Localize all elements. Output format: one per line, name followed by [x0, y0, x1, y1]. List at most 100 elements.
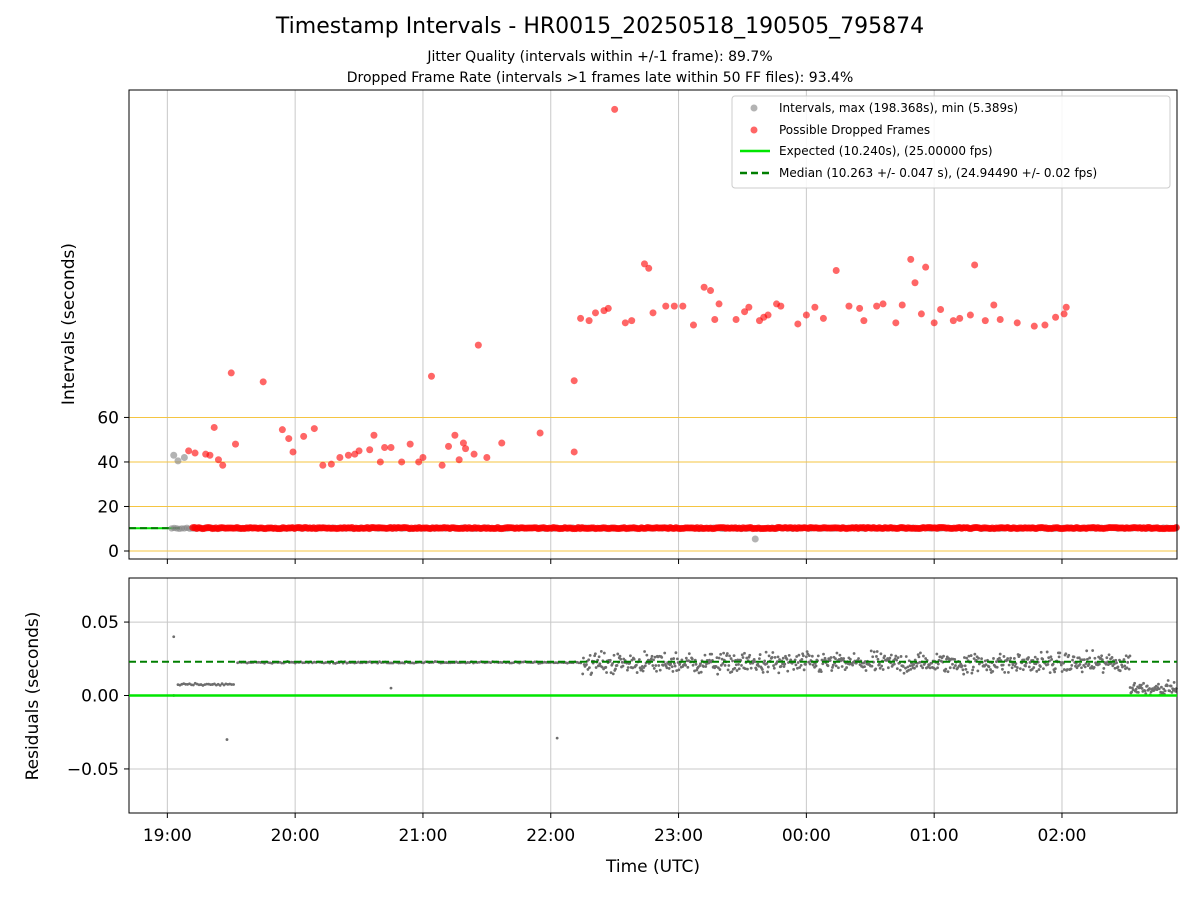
interval-point [751, 535, 759, 543]
dropped-frame-point [689, 321, 697, 329]
residual-point [1018, 653, 1021, 657]
residual-point [936, 666, 939, 670]
residual-point [907, 668, 910, 672]
dropped-frame-point [907, 255, 915, 263]
residual-point [786, 669, 790, 673]
residual-point [598, 662, 602, 666]
residual-point [1034, 662, 1038, 666]
residual-point [989, 668, 992, 671]
residual-point [1060, 670, 1064, 673]
residual-point [649, 657, 653, 661]
residual-point [699, 670, 703, 674]
residual-point [604, 665, 608, 669]
residual-point [1039, 665, 1042, 668]
residual-point [1121, 665, 1124, 669]
residual-point [954, 664, 957, 667]
residual-point [1079, 658, 1083, 662]
residual-point [1065, 668, 1069, 671]
residual-point [767, 654, 771, 658]
dropped-frame-point [741, 308, 749, 316]
dropped-frame-point [470, 450, 478, 458]
residual-point [1090, 665, 1094, 668]
dropped-frame-point [873, 302, 881, 310]
residual-point [654, 664, 658, 667]
residual-point [611, 672, 615, 676]
residual-point [1085, 649, 1089, 653]
residual-point [674, 651, 678, 655]
residual-point [834, 664, 838, 668]
residual-point [1122, 658, 1126, 661]
dropped-frame-point [536, 429, 544, 437]
residual-point [722, 651, 726, 655]
dropped-frame-point [591, 309, 599, 317]
residual-point [1012, 657, 1016, 660]
residual-point [1028, 661, 1032, 664]
residual-point [735, 669, 739, 672]
dropped-frame-point [462, 445, 470, 453]
dropped-frame-point [227, 369, 235, 377]
residual-point [619, 657, 623, 661]
chart-title: Timestamp Intervals - HR0015_20250518_19… [275, 14, 925, 39]
residual-point [707, 661, 711, 665]
dropped-frame-point [259, 378, 267, 386]
residual-point [1107, 653, 1111, 657]
residual-point [1157, 687, 1161, 691]
dropped-frame-point [459, 439, 467, 447]
residual-point [829, 656, 833, 659]
residual-point [895, 667, 899, 671]
residual-point [637, 658, 641, 661]
residual-point [808, 662, 812, 666]
residual-point [1009, 656, 1013, 660]
residual-point [684, 663, 687, 667]
x-tick-label: 02:00 [1037, 826, 1086, 846]
residual-point [962, 672, 966, 676]
residual-point [1039, 650, 1043, 654]
residual-point [794, 663, 798, 667]
residual-point [1002, 655, 1006, 658]
dropped-frame-point [232, 440, 240, 448]
residual-point [904, 655, 908, 658]
residual-point [778, 658, 781, 661]
x-tick-label: 00:00 [782, 826, 831, 846]
residual-point [1045, 650, 1049, 654]
residual-point [991, 669, 995, 673]
residual-point [703, 653, 707, 657]
residual-point [734, 663, 738, 667]
residual-point [225, 738, 229, 741]
residual-point [669, 662, 673, 666]
residual-point [814, 664, 818, 668]
dropped-frame-point [570, 448, 578, 456]
residual-point [1128, 686, 1132, 689]
residual-point [959, 662, 963, 666]
residual-point [821, 662, 825, 666]
residual-point [673, 662, 676, 665]
dropped-frame-point [455, 456, 463, 464]
residual-point [775, 660, 779, 664]
residual-point [967, 654, 971, 658]
residual-point [640, 667, 644, 671]
dropped-frame-point [1172, 524, 1180, 532]
residual-point [652, 658, 655, 662]
dropped-frame-point [451, 431, 459, 439]
residual-point [960, 664, 964, 668]
dropped-frame-point [956, 314, 964, 322]
residual-point [587, 658, 591, 662]
residual-point [1170, 691, 1174, 694]
residual-point [621, 664, 625, 668]
residual-point [731, 659, 734, 663]
dropped-frame-point [415, 458, 423, 466]
residual-point [585, 663, 588, 666]
legend-label-intervals: Intervals, max (198.368s), min (5.389s) [779, 101, 1018, 115]
residual-point [753, 660, 757, 664]
residual-point [863, 665, 866, 669]
dropped-frame-point [645, 264, 653, 272]
residuals-y-tick-label: −0.05 [67, 760, 119, 780]
dropped-frame-point [802, 311, 810, 319]
residual-point [782, 665, 786, 668]
residual-point [848, 657, 852, 661]
residual-point [985, 668, 989, 672]
dropped-frame-point [219, 461, 227, 469]
dropped-frame-point [640, 260, 648, 268]
residual-point [1160, 685, 1163, 689]
dropped-frame-point [498, 439, 506, 447]
